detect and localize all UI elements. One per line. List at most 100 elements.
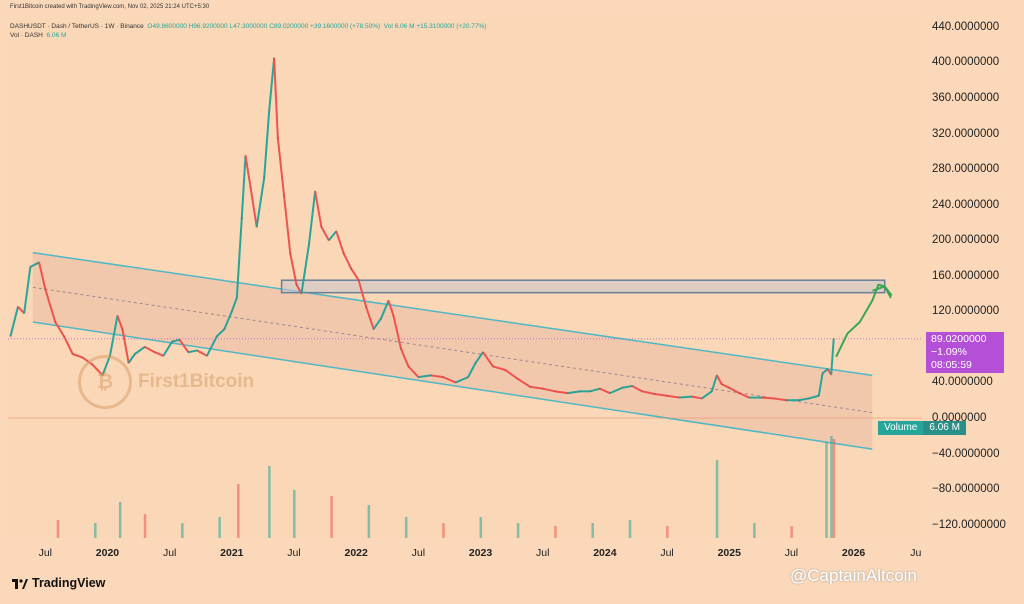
price-segment [589, 387, 601, 393]
price-point [62, 335, 65, 338]
price-point [295, 283, 298, 286]
price-segment [240, 155, 247, 219]
price-segment [127, 353, 136, 364]
volume-tag: Volume 6.06 M [878, 421, 966, 435]
volume-bar [367, 505, 371, 538]
price-point [608, 392, 611, 395]
price-segment [400, 348, 410, 367]
price-point [223, 328, 226, 331]
x-tick-label: 2022 [344, 547, 368, 559]
price-point [121, 328, 124, 331]
volume-bar [666, 526, 669, 538]
price-point [116, 314, 119, 317]
brand-watermark-text: First1Bitcoin [138, 371, 255, 392]
x-tick-label: 2023 [468, 547, 493, 559]
price-segment [728, 386, 740, 394]
price-segment [283, 195, 292, 254]
price-point [29, 265, 32, 268]
price-segment [430, 374, 444, 379]
price-point [832, 337, 835, 340]
brand-watermark: ₿ First1Bitcoin [78, 355, 254, 409]
price-point [71, 353, 74, 355]
price-segment [196, 349, 208, 357]
price-segment [335, 231, 345, 254]
price-point [738, 392, 741, 395]
price-point [335, 230, 338, 233]
price-point [621, 386, 624, 389]
price-segment [350, 268, 360, 281]
price-segment [289, 253, 298, 285]
price-point [342, 252, 345, 255]
price-segment [273, 57, 279, 139]
price-segment [821, 368, 829, 375]
price-point [529, 385, 532, 388]
x-tick-label: Jul [784, 547, 799, 559]
price-point [579, 390, 582, 393]
price-point [641, 390, 644, 393]
price-segment [492, 365, 506, 371]
price-point [23, 312, 26, 315]
price-segment [474, 351, 484, 364]
tradingview-icon [12, 578, 28, 589]
price-point [16, 305, 19, 308]
price-segment [54, 321, 65, 337]
price-point [327, 239, 330, 242]
price-segment [738, 392, 750, 399]
price-point [307, 243, 310, 246]
price-point [700, 397, 703, 400]
symbol-name: DASHUSDT · Dash / TetherUS · 1W · Binanc… [10, 23, 144, 30]
volume-bar [790, 526, 793, 538]
price-point [380, 317, 383, 320]
x-tick-label: Jul [162, 547, 177, 559]
price-segment [761, 396, 775, 400]
channel-upper-line [32, 251, 873, 377]
price-point [817, 394, 820, 397]
credit-watermark: @CaptainAltcoin [790, 566, 917, 585]
price-point [372, 328, 375, 331]
tradingview-logo[interactable]: TradingView [12, 576, 105, 590]
price-point [249, 185, 252, 188]
y-tick-label: 280.0000000 [932, 163, 1000, 176]
price-point [162, 354, 165, 357]
price-segment [442, 376, 457, 384]
price-segment [679, 395, 693, 399]
price-segment [108, 315, 119, 356]
volume-bar [293, 490, 296, 538]
price-segment [701, 390, 713, 400]
x-tick-label: Jul [411, 547, 426, 559]
volume-bar [832, 439, 836, 538]
price-segment [188, 349, 198, 354]
price-point [263, 177, 266, 179]
price-point [314, 190, 317, 193]
price-segment [392, 315, 402, 349]
tradingview-text: TradingView [32, 576, 106, 590]
y-tick-label: 440.0000000 [932, 20, 1000, 33]
x-tick-label: Jul [536, 547, 550, 559]
channel-fill [32, 252, 873, 450]
volume-bar [118, 502, 122, 538]
price-point [276, 137, 279, 139]
chart-canvas[interactable] [8, 18, 922, 538]
price-segment [223, 310, 233, 330]
price-segment [328, 230, 338, 241]
price-segment [530, 385, 543, 390]
price-segment [798, 397, 810, 402]
price-segment [116, 315, 124, 330]
price-point [350, 267, 353, 270]
price-point [504, 369, 507, 371]
price-segment [276, 137, 286, 196]
price-segment [342, 253, 353, 270]
y-tick-label: −80.0000000 [932, 483, 1000, 496]
price-segment [372, 317, 382, 330]
price-segment [307, 191, 317, 245]
x-tick-label: Jul [38, 547, 53, 559]
price-point [748, 396, 751, 399]
price-segment [710, 375, 718, 392]
price-point [442, 376, 445, 379]
price-point [598, 387, 601, 390]
ohlc-values: O49.8600000 H96.9200000 L47.3000000 C89.… [147, 23, 381, 30]
x-tick-label: 2024 [593, 547, 617, 559]
price-segment [418, 374, 431, 379]
x-tick-label: 2020 [95, 547, 120, 559]
